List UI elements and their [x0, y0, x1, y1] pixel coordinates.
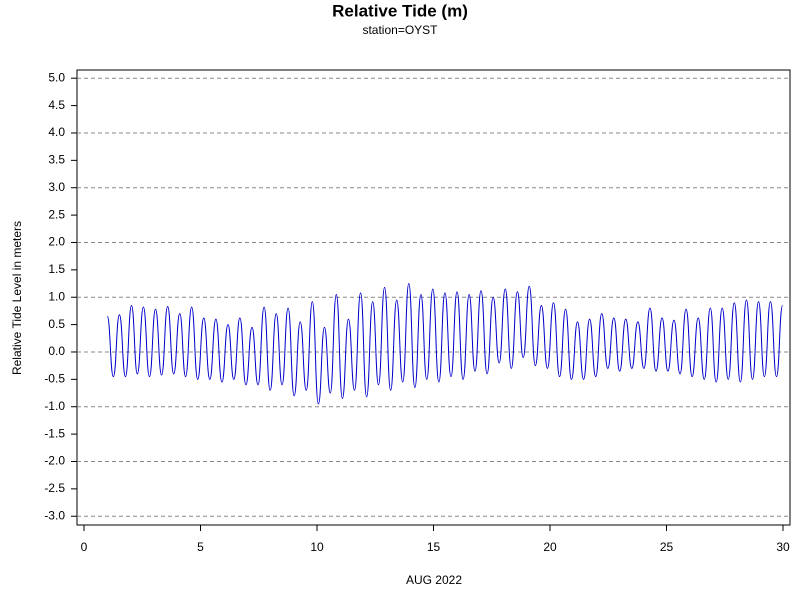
y-tick-label: -2.0	[44, 454, 65, 468]
y-tick-label: -1.0	[44, 399, 65, 413]
chart-title: Relative Tide (m)	[332, 1, 468, 20]
y-tick-label: 0.0	[48, 344, 65, 358]
y-tick-label: 3.0	[48, 180, 65, 194]
x-tick-label: 15	[427, 540, 441, 554]
y-tick-label: 2.0	[48, 235, 65, 249]
x-tick-label: 25	[660, 540, 674, 554]
chart-subtitle: station=OYST	[362, 23, 438, 37]
y-tick-label: 4.5	[48, 98, 65, 112]
y-tick-label: -0.5	[44, 372, 65, 386]
y-tick-label: 5.0	[48, 70, 65, 84]
y-axis-label: Relative Tide Level in meters	[10, 221, 24, 375]
y-tick-label: -1.5	[44, 426, 65, 440]
x-tick-label: 20	[543, 540, 557, 554]
x-axis-label: AUG 2022	[406, 573, 462, 587]
y-tick-label: 0.5	[48, 317, 65, 331]
y-tick-label: 2.5	[48, 207, 65, 221]
y-tick-label: -3.0	[44, 508, 65, 522]
x-tick-label: 30	[776, 540, 790, 554]
y-tick-label: -2.5	[44, 481, 65, 495]
x-tick-label: 0	[81, 540, 88, 554]
y-tick-label: 1.5	[48, 262, 65, 276]
y-tick-label: 1.0	[48, 289, 65, 303]
y-tick-label: 4.0	[48, 125, 65, 139]
x-tick-label: 10	[310, 540, 324, 554]
tide-line	[106, 283, 784, 405]
y-tick-label: 3.5	[48, 153, 65, 167]
x-tick-label: 5	[197, 540, 204, 554]
